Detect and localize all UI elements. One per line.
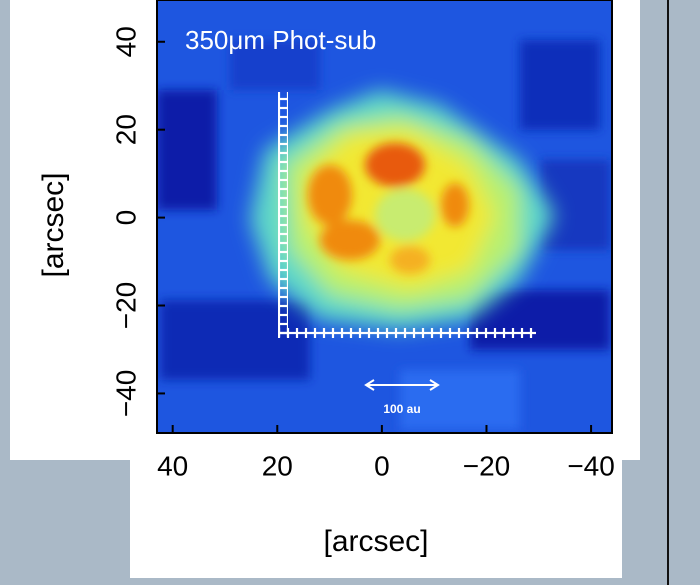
- y-tick-label: 40: [110, 26, 141, 57]
- y-tick-label: 20: [110, 114, 141, 145]
- x-tick-label: 20: [262, 450, 293, 481]
- y-tick-label: 0: [110, 210, 141, 226]
- x-axis-label: [arcsec]: [323, 525, 428, 558]
- chart-title: 350μm Phot-sub: [185, 25, 376, 55]
- x-tick-label: −40: [567, 450, 615, 481]
- annotation: 100 au: [383, 402, 420, 416]
- x-tick-label: 0: [374, 450, 390, 481]
- y-tick-label: −40: [110, 370, 141, 418]
- x-tick-label: −20: [463, 450, 511, 481]
- y-axis-label: [arcsec]: [37, 172, 70, 277]
- y-tick-label: −20: [110, 282, 141, 330]
- panel: [130, 440, 622, 578]
- x-tick-label: 40: [157, 450, 188, 481]
- plot-frame: [156, 0, 613, 434]
- image: [157, 0, 612, 433]
